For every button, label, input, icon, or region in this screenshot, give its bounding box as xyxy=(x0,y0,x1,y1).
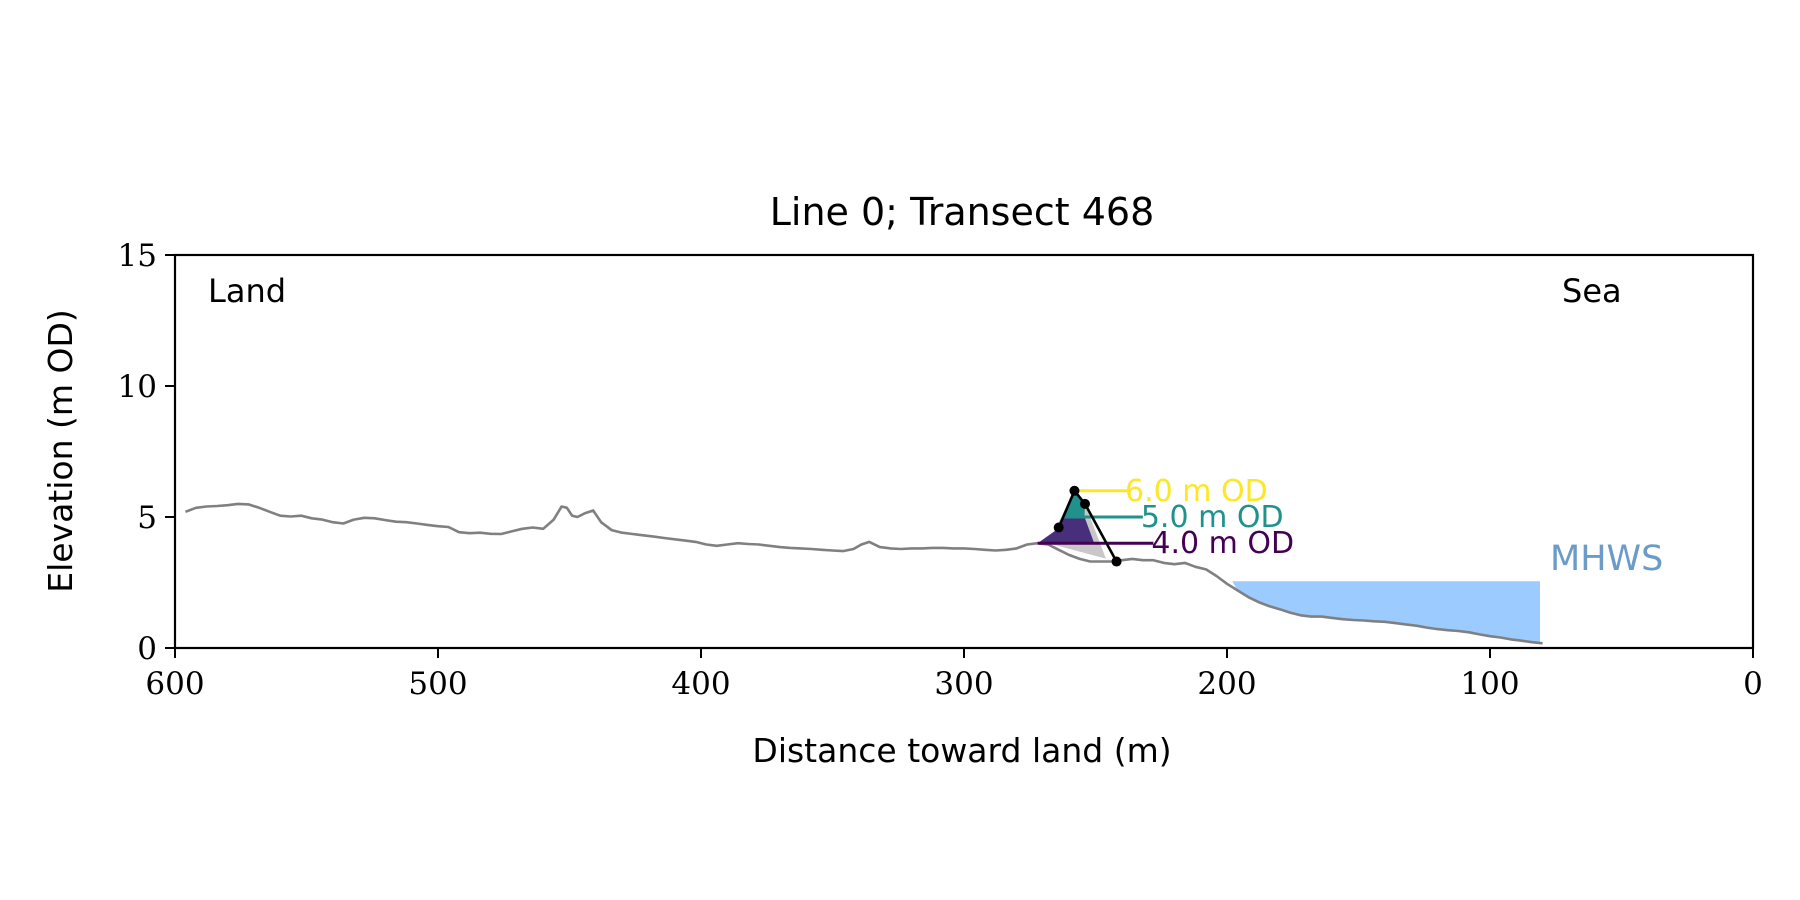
x-tick-label: 200 xyxy=(1197,666,1256,702)
axes: 600 500 400 300 200 100 0 0 5 10 15 xyxy=(118,238,1763,702)
y-tick-label: 15 xyxy=(118,238,157,274)
x-tick-label: 600 xyxy=(145,666,204,702)
dune-fill-4m xyxy=(1037,517,1095,544)
dune-point xyxy=(1079,498,1090,509)
x-axis-label: Distance toward land (m) xyxy=(752,731,1171,770)
dune-outline-line xyxy=(1057,489,1118,563)
x-tick-label: 300 xyxy=(934,666,993,702)
dune-point xyxy=(1053,522,1064,533)
level-label-5: 5.0 m OD xyxy=(1141,500,1284,535)
dune-point xyxy=(1111,556,1122,567)
dune-point xyxy=(1069,485,1080,496)
x-tick-label: 100 xyxy=(1460,666,1519,702)
mhws-label: MHWS xyxy=(1550,539,1663,579)
chart-title: Line 0; Transect 468 xyxy=(770,190,1155,234)
mhws-water-area xyxy=(1232,581,1540,644)
land-label: Land xyxy=(208,272,286,310)
elevation-profile-line xyxy=(185,502,1543,645)
y-axis-label: Elevation (m OD) xyxy=(41,309,80,593)
level-label-6: 6.0 m OD xyxy=(1125,474,1268,509)
x-tick-label: 400 xyxy=(671,666,730,702)
y-tick-label: 5 xyxy=(137,500,157,536)
plot-area: MHWS 6.0 m OD5.0 m OD4.0 m OD xyxy=(185,474,1663,645)
level-label-4: 4.0 m OD xyxy=(1151,526,1294,561)
y-tick-label: 0 xyxy=(137,631,157,667)
sea-label: Sea xyxy=(1562,272,1622,310)
y-tick-label: 10 xyxy=(118,369,157,405)
x-tick-label: 500 xyxy=(408,666,467,702)
x-tick-label: 0 xyxy=(1743,666,1763,702)
